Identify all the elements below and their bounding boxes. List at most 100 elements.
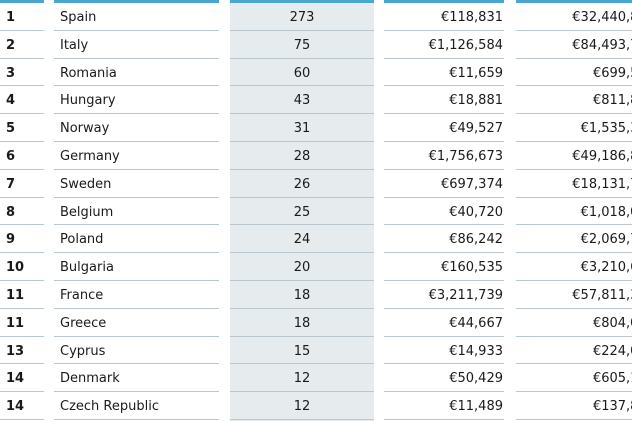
row-separator: [384, 85, 504, 87]
average-grant-cell: €18,881: [449, 93, 503, 109]
row-separator: [0, 279, 44, 281]
highlighted-column-background: [230, 0, 374, 421]
project-count-cell: 60: [293, 65, 311, 81]
rank-cell: 10: [6, 260, 25, 276]
table-row: 7 Sweden 26 €697,374 €18,131,730: [0, 170, 632, 198]
total-grant-cell: €3,210,690: [580, 260, 632, 276]
row-separator: [384, 168, 504, 170]
project-count-cell: 18: [293, 288, 311, 303]
row-separator: [384, 363, 504, 365]
average-grant-cell: €3,211,739: [428, 288, 503, 303]
header-accent-rule: [54, 0, 219, 3]
row-separator: [384, 196, 504, 198]
table-row: 11 France 18 €3,211,739 €57,811,300: [0, 281, 632, 309]
project-count-cell: 28: [293, 149, 311, 164]
row-separator: [516, 252, 632, 254]
row-separator: [0, 140, 44, 142]
project-count-cell: 25: [293, 204, 311, 220]
row-separator: [0, 252, 44, 254]
row-separator: [384, 224, 504, 226]
row-separator: [516, 335, 632, 337]
country-cell: Romania: [60, 65, 117, 81]
row-separator: [54, 113, 219, 115]
row-separator: [54, 279, 219, 281]
average-grant-cell: €1,756,673: [428, 149, 503, 164]
project-count-cell: 12: [293, 399, 311, 415]
row-separator: [230, 335, 374, 337]
row-separator: [0, 363, 44, 365]
row-separator: [384, 391, 504, 393]
total-grant-cell: €804,000: [592, 315, 632, 331]
average-grant-cell: €1,126,584: [428, 37, 503, 53]
country-cell: France: [60, 288, 104, 303]
average-grant-cell: €160,535: [440, 260, 503, 276]
table-row: 13 Cyprus 15 €14,933 €224,000: [0, 337, 632, 365]
row-separator: [516, 196, 632, 198]
row-separator: [230, 85, 374, 87]
country-cell: Spain: [60, 10, 97, 25]
row-separator: [516, 307, 632, 309]
row-separator: [230, 113, 374, 115]
row-separator: [516, 140, 632, 142]
project-count-cell: 26: [293, 176, 311, 192]
row-separator: [54, 85, 219, 87]
row-separator: [54, 418, 219, 420]
rank-cell: 9: [6, 232, 16, 248]
row-separator: [384, 29, 504, 31]
row-separator: [0, 113, 44, 115]
row-separator: [230, 252, 374, 254]
table-row: 10 Bulgaria 20 €160,535 €3,210,690: [0, 253, 632, 281]
row-separator: [54, 140, 219, 142]
row-separator: [0, 29, 44, 31]
rank-cell: 7: [6, 176, 16, 192]
project-count-cell: 12: [293, 371, 311, 387]
row-separator: [0, 224, 44, 226]
table-row: 14 Czech Republic 12 €11,489 €137,866: [0, 392, 632, 420]
country-cell: Hungary: [60, 93, 116, 109]
country-cell: Denmark: [60, 371, 120, 387]
row-separator: [54, 224, 219, 226]
row-separator: [54, 307, 219, 309]
row-separator: [384, 140, 504, 142]
row-separator: [384, 252, 504, 254]
row-separator: [384, 279, 504, 281]
row-separator: [230, 168, 374, 170]
row-separator: [54, 391, 219, 393]
country-cell: Bulgaria: [60, 260, 114, 276]
average-grant-cell: €697,374: [440, 176, 503, 192]
row-separator: [0, 57, 44, 59]
row-separator: [384, 113, 504, 115]
project-count-cell: 24: [293, 232, 311, 248]
project-count-cell: 18: [293, 315, 311, 331]
row-separator: [0, 335, 44, 337]
row-separator: [0, 168, 44, 170]
total-grant-cell: €137,866: [592, 399, 632, 415]
rank-cell: 4: [6, 93, 16, 109]
rank-cell: 6: [6, 149, 16, 164]
country-cell: Czech Republic: [60, 399, 159, 415]
project-count-cell: 43: [293, 93, 311, 109]
total-grant-cell: €57,811,300: [572, 288, 632, 303]
country-cell: Belgium: [60, 204, 114, 220]
row-separator: [516, 168, 632, 170]
row-separator: [54, 335, 219, 337]
average-grant-cell: €50,429: [449, 371, 503, 387]
total-grant-cell: €224,000: [592, 343, 632, 359]
rank-cell: 1: [6, 10, 16, 25]
header-accent-rule: [516, 0, 632, 3]
rank-cell: 13: [6, 343, 25, 359]
row-separator: [230, 307, 374, 309]
row-separator: [516, 85, 632, 87]
rank-cell: 5: [6, 121, 16, 137]
row-separator: [384, 418, 504, 420]
row-separator: [230, 196, 374, 198]
row-separator: [54, 363, 219, 365]
country-cell: Poland: [60, 232, 104, 248]
row-separator: [230, 140, 374, 142]
row-separator: [54, 57, 219, 59]
row-separator: [54, 196, 219, 198]
project-count-cell: 75: [293, 37, 311, 53]
table-row: 4 Hungary 43 €18,881 €811,883: [0, 86, 632, 115]
project-count-cell: 31: [293, 121, 311, 137]
